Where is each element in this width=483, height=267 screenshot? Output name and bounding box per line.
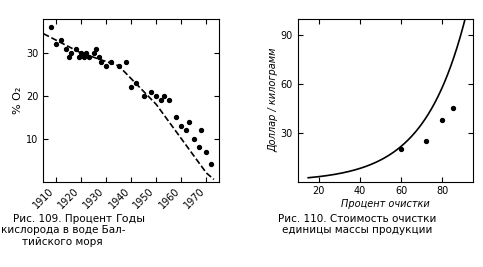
Point <box>177 124 185 128</box>
Point <box>172 115 180 119</box>
Point <box>52 42 60 46</box>
Point <box>185 119 193 124</box>
Point <box>157 98 165 102</box>
X-axis label: Годы: Годы <box>116 214 146 224</box>
Point <box>397 147 405 151</box>
Point <box>439 117 446 122</box>
Point <box>183 128 190 132</box>
Point <box>165 98 172 102</box>
Point <box>128 85 135 89</box>
Point <box>122 60 130 64</box>
Point <box>153 94 160 98</box>
Point <box>102 64 110 68</box>
Point <box>65 55 72 59</box>
Text: Рис. 109. Процент кислорода в воде Бал-
тийского моря: Рис. 109. Процент кислорода в воде Бал- … <box>0 214 125 247</box>
Point <box>195 145 203 150</box>
Point <box>95 55 102 59</box>
Point <box>115 64 123 68</box>
Point <box>57 38 65 42</box>
Point <box>422 139 430 143</box>
Point <box>90 51 98 55</box>
Point <box>202 150 210 154</box>
Point <box>92 46 100 51</box>
Point <box>190 136 198 141</box>
X-axis label: Процент очистки: Процент очистки <box>341 199 430 209</box>
Point <box>80 55 87 59</box>
Point <box>97 60 105 64</box>
Point <box>82 51 90 55</box>
Point <box>198 128 205 132</box>
Point <box>67 51 75 55</box>
Y-axis label: % O₂: % O₂ <box>14 87 24 114</box>
Point <box>132 81 140 85</box>
Point <box>47 25 55 29</box>
Point <box>140 94 148 98</box>
Point <box>107 60 115 64</box>
Point <box>85 55 92 59</box>
Point <box>160 94 168 98</box>
Point <box>208 162 215 167</box>
Point <box>77 51 85 55</box>
Text: Рис. 110. Стоимость очистки
единицы массы продукции: Рис. 110. Стоимость очистки единицы масс… <box>278 214 437 235</box>
Point <box>62 46 70 51</box>
Point <box>449 106 456 111</box>
Y-axis label: Доллар / килограмм: Доллар / килограмм <box>268 48 278 152</box>
Point <box>72 46 80 51</box>
Point <box>147 89 155 94</box>
Point <box>75 55 83 59</box>
